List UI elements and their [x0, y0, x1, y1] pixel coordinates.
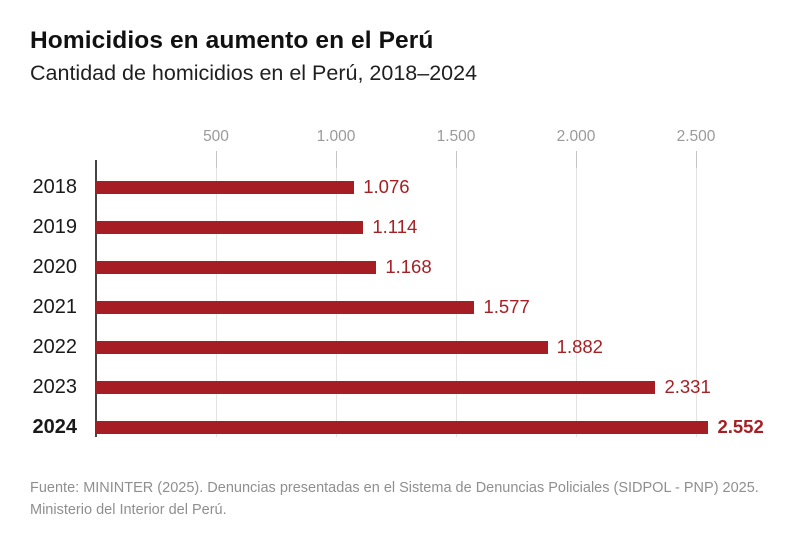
- bar-row: 2019 1.114: [0, 215, 803, 239]
- value-label: 2.331: [664, 376, 711, 397]
- y-axis-line: [95, 160, 97, 437]
- chart-subtitle: Cantidad de homicidios en el Perú, 2018–…: [30, 61, 478, 85]
- bar-row: 2021 1.577: [0, 295, 803, 319]
- bar-row: 2020 1.168: [0, 255, 803, 279]
- bar-row: 2024 2.552: [0, 415, 803, 439]
- bar-row: 2023 2.331: [0, 375, 803, 399]
- source-note: Fuente: MININTER (2025). Denuncias prese…: [30, 477, 759, 521]
- value-label: 1.168: [385, 256, 432, 277]
- x-tick-mark: [696, 151, 697, 168]
- gridline: [696, 168, 697, 437]
- x-tick-label: 1.000: [316, 128, 356, 145]
- gridline: [576, 168, 577, 437]
- value-label: 1.882: [556, 336, 603, 357]
- value-label: 2.552: [717, 416, 764, 437]
- source-line-2: Ministerio del Interior del Perú.: [30, 502, 227, 518]
- x-tick-mark: [336, 151, 337, 168]
- chart-title: Homicidios en aumento en el Perú: [30, 27, 434, 54]
- bar: [96, 260, 377, 274]
- x-tick-label: 2.000: [556, 128, 596, 145]
- x-tick-label: 1.500: [436, 128, 476, 145]
- bar: [96, 340, 548, 354]
- year-label: 2021: [32, 296, 78, 318]
- bar: [96, 420, 709, 434]
- value-label: 1.076: [363, 176, 410, 197]
- x-tick-mark: [216, 151, 217, 168]
- year-label: 2019: [32, 216, 78, 238]
- bar-row: 2018 1.076: [0, 175, 803, 199]
- bar-row: 2022 1.882: [0, 335, 803, 359]
- year-label: 2023: [32, 376, 78, 398]
- bar: [96, 180, 355, 194]
- x-tick-mark: [576, 151, 577, 168]
- x-tick-label: 2.500: [676, 128, 716, 145]
- x-tick-label: 500: [203, 128, 229, 145]
- bar: [96, 300, 475, 314]
- value-label: 1.577: [483, 296, 530, 317]
- bar: [96, 220, 364, 234]
- source-line-1: Fuente: MININTER (2025). Denuncias prese…: [30, 480, 759, 496]
- bar: [96, 380, 656, 394]
- value-label: 1.114: [372, 216, 418, 237]
- x-tick-mark: [456, 151, 457, 168]
- year-label: 2022: [32, 336, 78, 358]
- year-label: 2018: [32, 176, 78, 198]
- year-label: 2020: [32, 256, 78, 278]
- year-label: 2024: [32, 416, 78, 438]
